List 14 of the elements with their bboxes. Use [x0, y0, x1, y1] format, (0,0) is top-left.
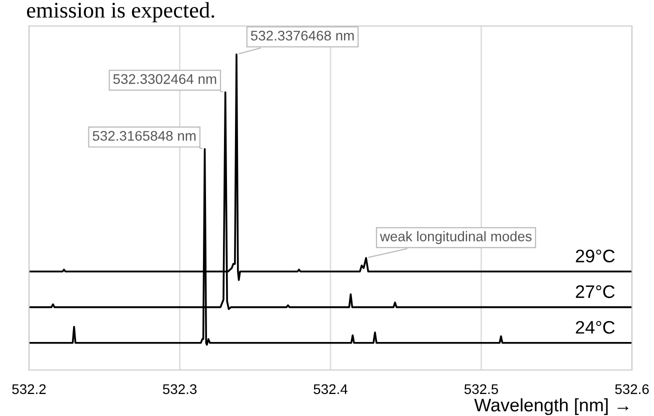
series-label: 29°C	[576, 250, 615, 262]
x-tick-label: 532.2	[12, 384, 46, 394]
x-tick-label: 532.3	[162, 384, 197, 394]
x-tick-label: 532.4	[314, 384, 348, 394]
text: emission is expected.	[27, 2, 214, 22]
annotation: 532.3302464 nm	[113, 74, 216, 84]
series-label: 24°C	[576, 320, 615, 334]
annotation: 532.3376468 nm	[250, 30, 354, 41]
x-tick-label: 532.6	[615, 384, 649, 394]
annotation: weak longitudinal modes	[380, 231, 532, 244]
series-label: 27°C	[576, 285, 615, 298]
annotation: 532.3165848 nm	[92, 130, 196, 141]
x-tick-label: 532.5	[464, 384, 498, 394]
x-axis-title: Wavelength [nm] →	[474, 398, 628, 416]
